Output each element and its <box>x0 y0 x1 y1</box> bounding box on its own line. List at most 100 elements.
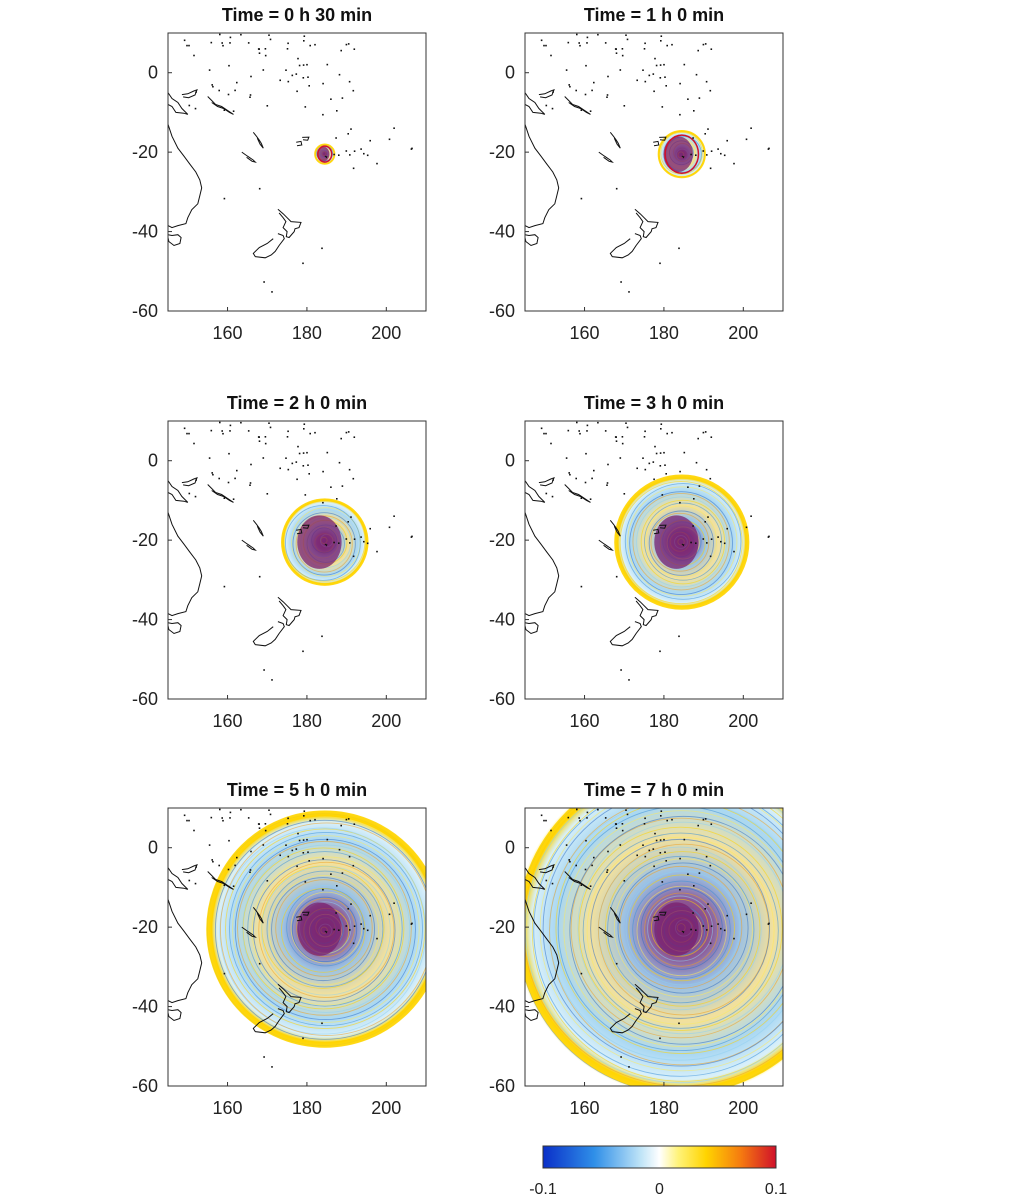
island <box>589 110 592 112</box>
island <box>247 430 250 432</box>
island <box>623 493 626 495</box>
island <box>606 871 608 873</box>
island <box>366 929 369 932</box>
island <box>352 89 355 92</box>
island <box>295 461 298 463</box>
island <box>322 888 324 891</box>
island <box>665 473 667 475</box>
island <box>580 109 583 111</box>
island <box>619 844 622 846</box>
y-tick-label: -60 <box>489 301 515 321</box>
plot-area <box>168 33 426 311</box>
coastline <box>241 539 257 552</box>
island <box>266 105 269 107</box>
island <box>269 426 272 429</box>
island <box>347 521 349 523</box>
island <box>726 139 728 142</box>
coastline <box>168 512 203 617</box>
coastline <box>252 621 285 647</box>
island <box>642 457 644 459</box>
island <box>733 162 735 165</box>
wave-ripple <box>258 861 395 999</box>
island <box>597 421 599 424</box>
island <box>227 93 230 96</box>
wave-ripple <box>214 819 426 1040</box>
island <box>578 817 580 819</box>
island <box>286 436 289 438</box>
island <box>302 64 305 66</box>
island <box>212 85 214 88</box>
island <box>620 1056 622 1058</box>
island <box>707 903 709 905</box>
coastline <box>207 96 234 115</box>
island <box>262 844 265 846</box>
island <box>642 844 644 846</box>
coastline <box>538 88 555 99</box>
island <box>619 457 622 459</box>
island <box>648 74 651 77</box>
island <box>353 48 356 50</box>
island <box>188 44 190 47</box>
island <box>660 810 663 812</box>
wave-ripple <box>232 835 420 1023</box>
y-tick-label: 0 <box>148 63 158 83</box>
island <box>285 457 287 459</box>
island <box>264 442 267 445</box>
island <box>264 829 267 832</box>
island <box>586 817 588 819</box>
island <box>250 463 252 466</box>
island <box>717 148 719 150</box>
island <box>366 542 369 545</box>
island <box>222 44 224 47</box>
island <box>693 498 695 500</box>
island <box>704 521 706 523</box>
island <box>644 42 646 45</box>
island <box>695 461 698 464</box>
colorbar-gradient <box>542 1145 777 1169</box>
coastline <box>168 899 203 1004</box>
island <box>653 478 655 481</box>
island <box>303 423 306 425</box>
island <box>302 852 305 854</box>
island <box>644 80 647 83</box>
wave-ripple <box>627 486 738 597</box>
island <box>326 451 329 454</box>
wave-ripple <box>229 832 424 1027</box>
coastline <box>653 915 660 922</box>
island <box>540 814 543 817</box>
island <box>585 64 587 67</box>
island <box>376 937 378 940</box>
island <box>229 817 231 819</box>
island <box>666 432 668 435</box>
island <box>545 819 547 822</box>
island <box>279 854 281 857</box>
island <box>655 452 658 455</box>
island <box>302 465 305 467</box>
island <box>314 43 316 46</box>
coastline <box>168 480 189 503</box>
island <box>338 461 341 464</box>
wave-ripple <box>644 892 719 967</box>
island <box>604 817 607 819</box>
island <box>345 818 348 821</box>
coastline <box>241 926 257 939</box>
island <box>271 679 273 681</box>
island <box>208 457 211 459</box>
island <box>585 452 587 455</box>
island <box>652 848 655 850</box>
wave-source <box>297 902 342 956</box>
wave-ripple <box>533 808 783 1077</box>
island <box>388 138 391 141</box>
island <box>188 432 190 435</box>
island <box>210 816 213 819</box>
wave-ripple <box>582 832 779 1029</box>
island <box>183 814 186 817</box>
island <box>661 106 664 108</box>
island <box>540 427 543 430</box>
island <box>221 817 223 819</box>
y-tick-label: -20 <box>132 530 158 550</box>
island <box>302 77 305 79</box>
island <box>193 829 195 832</box>
island <box>615 827 618 829</box>
wave-ripple <box>650 898 709 957</box>
